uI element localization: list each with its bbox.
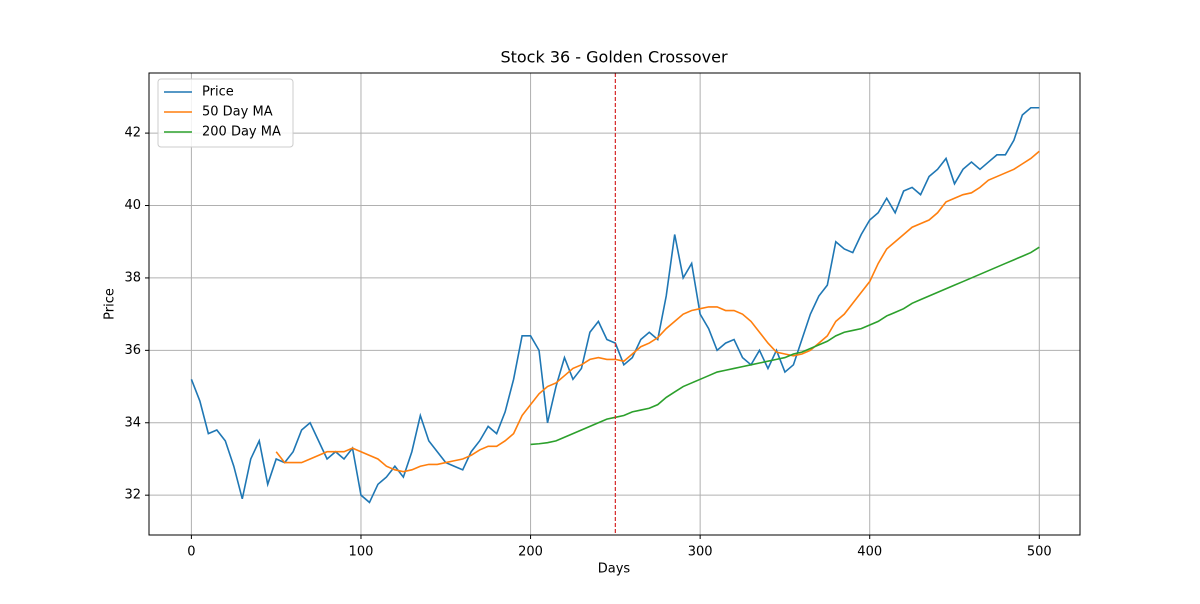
legend-box [157,78,294,148]
y-tick-label: 40 [124,198,141,213]
x-tick-label: 200 [518,545,543,560]
y-tick-label: 42 [124,126,141,141]
y-tick-label: 34 [124,415,141,430]
series-line [530,246,1040,446]
x-tick-label: 0 [187,545,195,560]
y-tick-label: 36 [124,343,141,358]
x-tick-label: 400 [857,545,882,560]
y-tick-label: 38 [124,270,141,285]
series-line [275,150,1040,473]
x-tick-label: 500 [1027,545,1052,560]
y-axis-label: Price [103,288,118,320]
legend-label: Price [202,85,234,100]
plot-frame [148,72,1081,536]
x-tick-label: 100 [349,545,374,560]
legend-label: 200 Day MA [202,125,281,140]
x-axis-label: Days [598,562,631,577]
x-tick-label: 300 [688,545,713,560]
chart-title: Stock 36 - Golden Crossover [500,48,727,67]
legend-label: 50 Day MA [202,105,273,120]
y-tick-label: 32 [124,488,141,503]
